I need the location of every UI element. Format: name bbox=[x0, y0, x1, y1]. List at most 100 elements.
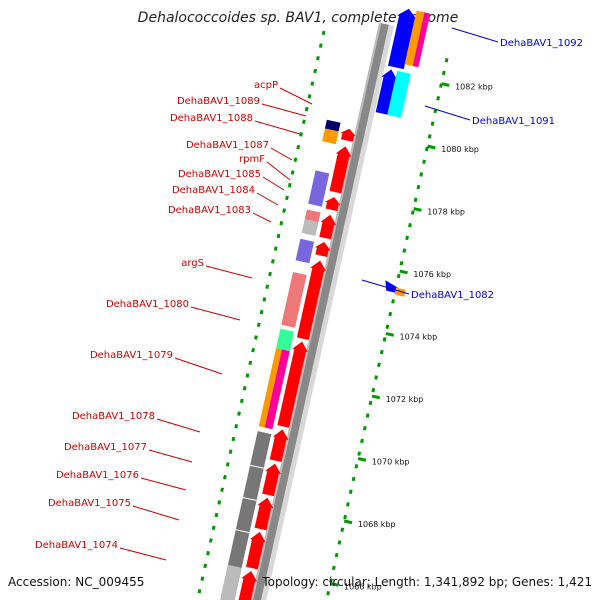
ruler-dot bbox=[337, 540, 342, 545]
ruler-dot bbox=[374, 375, 379, 380]
tick-mark bbox=[343, 519, 353, 525]
label-leaders bbox=[119, 27, 499, 561]
tick-label: 1068 kbp bbox=[358, 520, 396, 529]
ruler-dot bbox=[379, 349, 384, 355]
tick-mark bbox=[427, 144, 436, 150]
ruler-dot bbox=[206, 550, 210, 556]
topology-text: Topology: circular; Length: 1,341,892 bp… bbox=[261, 575, 592, 589]
gene-1092-arrow bbox=[388, 8, 417, 70]
gene-1076-arrow bbox=[254, 497, 274, 531]
gene-1078-arrow bbox=[269, 429, 289, 462]
ruler-dot bbox=[307, 94, 312, 99]
tick-mark bbox=[413, 207, 422, 212]
gene-1092-band-orange bbox=[404, 10, 425, 66]
ruler-dot bbox=[410, 210, 415, 215]
ruler-dot bbox=[340, 527, 345, 533]
ruler-dot bbox=[430, 121, 435, 126]
gene-1075-arrow bbox=[246, 531, 266, 570]
gene-1084-arrow bbox=[314, 242, 331, 257]
gene-1091-arrow bbox=[375, 69, 398, 115]
func-box-green bbox=[276, 328, 295, 352]
ruler-dot bbox=[268, 271, 272, 277]
ruler-dot bbox=[197, 589, 202, 594]
ruler-dot bbox=[405, 235, 410, 241]
tick-label: 1076 kbp bbox=[413, 270, 451, 279]
gene-1074-arrow bbox=[238, 571, 257, 600]
gene-1085-arrow bbox=[319, 214, 337, 240]
ruler-dot bbox=[208, 538, 213, 543]
gene-label: DehaBAV1_1087 bbox=[186, 140, 269, 151]
box-separator bbox=[249, 464, 264, 469]
accession-text: Accession: NC_009455 bbox=[8, 575, 144, 589]
ruler-dot bbox=[354, 464, 359, 469]
tick-label: 1080 kbp bbox=[441, 145, 479, 154]
ruler-dot bbox=[385, 324, 390, 330]
ruler-dot bbox=[422, 159, 426, 165]
gene-label: DehaBAV1_1083 bbox=[168, 205, 251, 216]
gene-label: DehaBAV1_1088 bbox=[170, 113, 253, 124]
gene-label: DehaBAV1_1077 bbox=[64, 442, 147, 453]
tick-mark bbox=[330, 582, 339, 587]
gene-label: argS bbox=[181, 258, 204, 269]
gene-1077-arrow bbox=[262, 463, 281, 497]
gene-label: rpmF bbox=[239, 154, 265, 165]
backbone-shadow bbox=[261, 24, 394, 600]
ruler-dot bbox=[200, 576, 205, 581]
ruler-dot bbox=[248, 360, 253, 366]
ruler-dot bbox=[214, 512, 219, 518]
backbone-edge bbox=[250, 22, 382, 600]
leader-line bbox=[266, 161, 291, 181]
ruler-dot bbox=[436, 96, 441, 101]
func-box-purple bbox=[308, 170, 330, 207]
ruler-dot bbox=[287, 182, 292, 188]
ruler-dot bbox=[444, 57, 449, 63]
leader-line bbox=[261, 103, 307, 117]
genome-backbone bbox=[250, 22, 394, 600]
ruler-dot bbox=[388, 311, 393, 317]
leader-line bbox=[256, 192, 279, 206]
ruler-dot bbox=[211, 525, 216, 531]
ruler-dot bbox=[304, 106, 309, 112]
ruler-dot bbox=[396, 273, 401, 279]
ruler-dot bbox=[329, 578, 333, 583]
gene-acpp-arrow bbox=[340, 128, 356, 142]
ruler-dot bbox=[362, 425, 367, 431]
tick-mark bbox=[441, 82, 450, 87]
gene-label: DehaBAV1_1078 bbox=[72, 411, 155, 422]
ruler-dot bbox=[223, 474, 227, 480]
ruler-dot bbox=[408, 222, 412, 228]
gene-1087-arrow bbox=[325, 197, 341, 212]
ruler-dot bbox=[360, 438, 364, 444]
leader-line bbox=[190, 306, 241, 321]
func-box-orange-2 bbox=[258, 348, 282, 428]
leader-line bbox=[148, 449, 193, 463]
ruler-dot bbox=[242, 385, 247, 391]
ruler-dot bbox=[326, 590, 331, 596]
ruler-dot bbox=[254, 335, 258, 340]
gene-1091-band-cyan bbox=[387, 70, 411, 118]
ruler-dot bbox=[282, 208, 287, 213]
ruler-dot bbox=[262, 297, 267, 302]
leader-line bbox=[451, 27, 499, 43]
ruler-dot bbox=[346, 502, 350, 507]
ruler-dot bbox=[217, 500, 222, 505]
gene-1088-arrow bbox=[329, 146, 352, 194]
gene-label: DehaBAV1_1085 bbox=[178, 169, 261, 180]
func-box-navy bbox=[324, 119, 341, 132]
ruler-dot bbox=[427, 134, 432, 139]
ruler-dot bbox=[368, 400, 373, 406]
ruler-dot bbox=[348, 489, 353, 494]
ruler-dots bbox=[197, 30, 449, 596]
tick-label: 1078 kbp bbox=[427, 208, 465, 217]
gene-label: DehaBAV1_1080 bbox=[106, 299, 189, 310]
box-separator bbox=[235, 529, 250, 534]
func-box-orange bbox=[322, 128, 339, 145]
ruler-dot bbox=[225, 462, 230, 467]
ruler-dot bbox=[234, 424, 239, 429]
ruler-dot bbox=[343, 514, 347, 520]
tick-mark bbox=[385, 332, 395, 337]
leader-line bbox=[119, 547, 167, 561]
ruler-dot bbox=[290, 170, 295, 175]
gene-label: DehaBAV1_1074 bbox=[35, 540, 118, 551]
